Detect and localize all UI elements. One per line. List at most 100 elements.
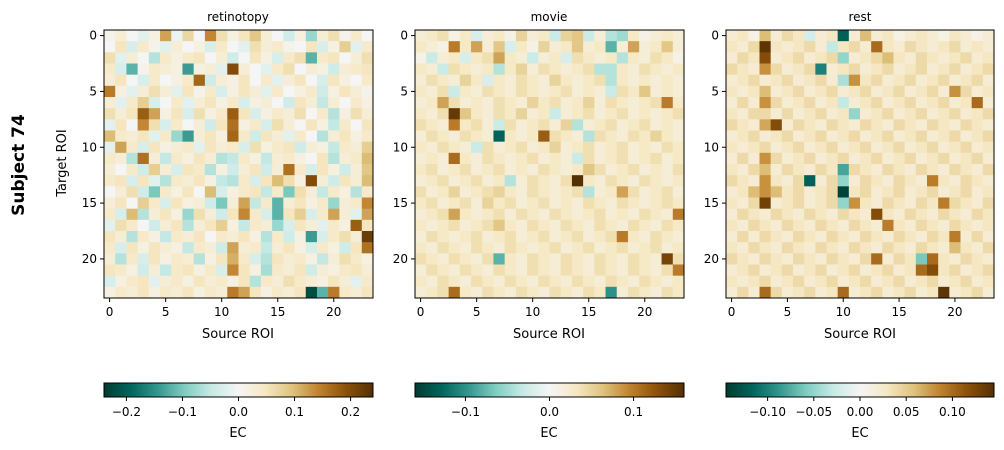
heatmap-cell-6-3 xyxy=(137,97,150,109)
heatmap-cell-16-22 xyxy=(350,208,363,221)
heatmap-cell-8-9 xyxy=(826,119,839,131)
heatmap-cell-9-15 xyxy=(893,130,906,143)
heatmap-cell-18-19 xyxy=(938,231,950,243)
heatmap-cell-13-15 xyxy=(272,175,284,187)
heatmap-cell-19-12 xyxy=(549,242,562,254)
heatmap-cell-15-11 xyxy=(538,197,550,210)
heatmap-cell-14-20 xyxy=(639,186,651,198)
heatmap-cell-10-19 xyxy=(316,141,329,154)
heatmap-cell-16-22 xyxy=(971,208,984,221)
heatmap-cell-16-4 xyxy=(148,208,161,221)
heatmap-cell-1-9 xyxy=(515,41,528,53)
heatmap-cell-6-6 xyxy=(171,97,183,109)
heatmap-cell-6-12 xyxy=(860,97,872,109)
heatmap-cell-20-23 xyxy=(672,253,685,265)
heatmap-cell-10-15 xyxy=(583,141,595,154)
heatmap-cell-11-20 xyxy=(328,152,340,165)
heatmap-cell-19-9 xyxy=(515,242,528,254)
heatmap-cell-15-0 xyxy=(726,197,738,210)
heatmap-cell-7-12 xyxy=(238,108,251,120)
x-axis-label: Source ROI xyxy=(513,327,585,342)
heatmap-cell-12-6 xyxy=(793,164,805,176)
heatmap-cell-12-22 xyxy=(971,164,984,176)
heatmap-cell-19-9 xyxy=(204,242,217,254)
y-tick-label: 5 xyxy=(89,84,97,98)
heatmap-cell-2-10 xyxy=(216,52,228,64)
heatmap-cell-13-4 xyxy=(148,175,161,187)
heatmap-cell-12-19 xyxy=(938,164,950,176)
heatmap-cell-0-20 xyxy=(949,30,961,42)
heatmap-cell-20-19 xyxy=(938,253,950,265)
heatmap-cell-1-5 xyxy=(471,41,483,53)
heatmap-cell-8-12 xyxy=(860,119,872,131)
heatmap-cell-23-23 xyxy=(672,286,685,299)
heatmap-cell-18-3 xyxy=(137,231,150,243)
heatmap-cell-20-14 xyxy=(882,253,894,265)
heatmap-cell-23-2 xyxy=(437,286,450,299)
heatmap-cell-8-14 xyxy=(260,119,273,131)
heatmap-cell-18-0 xyxy=(726,231,738,243)
heatmap-cell-11-0 xyxy=(726,152,738,165)
colorbar-ticks: −0.2 −0.1 0.0 0.1 0.2 xyxy=(112,397,360,419)
heatmap-cell-23-10 xyxy=(216,286,228,299)
heatmap-cell-10-9 xyxy=(826,141,839,154)
heatmap-cell-4-20 xyxy=(949,74,961,87)
heatmap-cell-10-14 xyxy=(882,141,894,154)
heatmap-cell-8-17 xyxy=(294,119,307,131)
heatmap-cell-12-23 xyxy=(982,164,995,176)
heatmap-cell-16-12 xyxy=(238,208,251,221)
heatmap-cell-21-5 xyxy=(160,264,172,277)
heatmap-cell-0-1 xyxy=(115,30,127,42)
heatmap-cell-16-5 xyxy=(471,208,483,221)
heatmap-cell-19-12 xyxy=(238,242,251,254)
heatmap-cell-3-15 xyxy=(583,63,595,76)
heatmap-cell-13-19 xyxy=(316,175,329,187)
heatmap-cell-7-10 xyxy=(527,108,539,120)
heatmap-cell-12-18 xyxy=(616,164,629,176)
heatmap-cell-4-4 xyxy=(148,74,161,87)
heatmap-cell-6-1 xyxy=(426,97,438,109)
heatmap-cell-10-16 xyxy=(594,141,606,154)
heatmap-cell-13-19 xyxy=(627,175,640,187)
heatmap-cell-1-22 xyxy=(350,41,363,53)
heatmap-cell-17-9 xyxy=(515,219,528,232)
heatmap-cell-10-6 xyxy=(171,141,183,154)
heatmap-cell-20-20 xyxy=(949,253,961,265)
heatmap-cell-19-8 xyxy=(815,242,827,254)
heatmap-cell-1-1 xyxy=(115,41,127,53)
heatmap-cell-7-9 xyxy=(826,108,839,120)
heatmap-cell-6-9 xyxy=(515,97,528,109)
heatmap-cell-18-6 xyxy=(171,231,183,243)
heatmap-cell-0-6 xyxy=(171,30,183,42)
heatmap-cell-21-7 xyxy=(182,264,195,277)
heatmap-cell-14-23 xyxy=(361,186,374,198)
heatmap-cell-17-15 xyxy=(272,219,284,232)
heatmap-cell-12-5 xyxy=(160,164,172,176)
heatmap-cell-7-11 xyxy=(227,108,239,120)
heatmap-cell-15-7 xyxy=(182,197,195,210)
heatmap-cell-20-7 xyxy=(493,253,506,265)
heatmap-cell-6-15 xyxy=(272,97,284,109)
heatmap-cell-5-13 xyxy=(560,85,573,98)
heatmap-cell-17-18 xyxy=(616,219,629,232)
heatmap-cell-11-13 xyxy=(871,152,883,165)
heatmap-cell-1-6 xyxy=(482,41,494,53)
heatmap-cell-5-2 xyxy=(748,85,760,98)
heatmap-cell-7-3 xyxy=(759,108,772,120)
heatmap-cell-17-22 xyxy=(971,219,984,232)
heatmap-cell-12-10 xyxy=(837,164,850,176)
heatmap-cell-4-1 xyxy=(737,74,749,87)
heatmap-cell-12-23 xyxy=(672,164,685,176)
heatmap-cell-3-1 xyxy=(426,63,438,76)
heatmap-cell-22-12 xyxy=(860,275,872,288)
heatmap-cell-23-6 xyxy=(482,286,494,299)
heatmap-cell-7-12 xyxy=(860,108,872,120)
heatmap-cell-11-7 xyxy=(493,152,506,165)
heatmap-cell-7-8 xyxy=(815,108,827,120)
heatmap-cell-0-2 xyxy=(748,30,760,42)
x-tick-label: 15 xyxy=(581,305,596,319)
heatmap-cell-21-23 xyxy=(982,264,995,277)
heatmap-cell-18-18 xyxy=(305,231,318,243)
heatmap-cell-4-19 xyxy=(938,74,950,87)
heatmap-cell-11-15 xyxy=(272,152,284,165)
